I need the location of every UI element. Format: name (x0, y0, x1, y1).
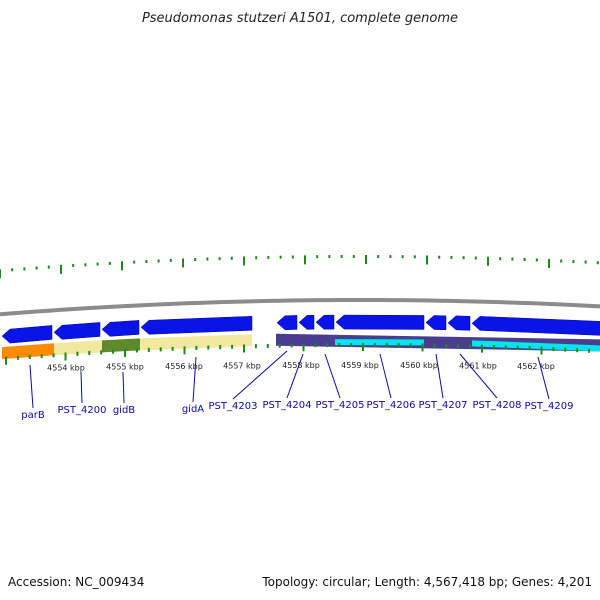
gc-skew-track (0, 255, 599, 279)
kbp-label: 4562 kbp (517, 362, 555, 371)
accession-text: Accession: NC_009434 (8, 575, 144, 589)
gene-label-parb[interactable]: parB (21, 410, 45, 421)
gene-label-gidb[interactable]: gidB (113, 405, 135, 416)
genome-backbone (0, 297, 600, 317)
gene-leader-line (459, 353, 498, 399)
gene-label-pst-4206[interactable]: PST_4206 (367, 400, 416, 411)
gene-label-pst-4204[interactable]: PST_4204 (263, 400, 312, 411)
kbp-label: 4560 kbp (400, 361, 438, 370)
gene-leader-line (324, 353, 341, 399)
cds-segment (140, 334, 252, 351)
gene-label-pst-4203[interactable]: PST_4203 (209, 401, 258, 412)
gene-label-pst-4205[interactable]: PST_4205 (316, 400, 365, 411)
kbp-label: 4561 kbp (459, 361, 497, 370)
kbp-label: 4555 kbp (106, 363, 144, 372)
gene-arrow[interactable] (53, 322, 101, 340)
cds-segment-cyan (335, 339, 424, 346)
gene-label-pst-4207[interactable]: PST_4207 (419, 400, 468, 411)
gene-arrow[interactable] (447, 315, 471, 331)
gene-leader-line (122, 371, 125, 404)
cds-segment-cyan (472, 340, 600, 352)
gene-arrow[interactable] (1, 325, 53, 344)
backbone-arc (0, 297, 600, 317)
cds-segment (2, 343, 54, 360)
gene-leader-line (435, 353, 444, 399)
kbp-label: 4554 kbp (47, 364, 85, 373)
gene-leader-line (29, 364, 34, 409)
map-title: Pseudomonas stutzeri A1501, complete gen… (142, 11, 458, 26)
kbp-label: 4559 kbp (341, 361, 379, 370)
gene-label-pst-4200[interactable]: PST_4200 (58, 405, 107, 416)
gene-leader-line (80, 371, 83, 404)
kbp-label: 4557 kbp (223, 361, 261, 370)
gene-arrow[interactable] (471, 316, 600, 336)
topology-summary: Topology: circular; Length: 4,567,418 bp… (261, 575, 592, 589)
cds-segment (102, 338, 140, 353)
gene-arrow[interactable] (335, 314, 425, 330)
cds-color-track (2, 333, 600, 360)
gene-label-gida[interactable]: gidA (182, 404, 204, 415)
gene-leader-line (232, 350, 288, 400)
gene-arrow[interactable] (315, 314, 335, 330)
gene-leader-line (379, 353, 392, 399)
kbp-scale: 4554 kbp 4555 kbp 4556 kbp 4557 kbp 4558 kbp… (5, 343, 591, 373)
gene-arrow[interactable] (425, 315, 447, 331)
kbp-label: 4556 kbp (165, 362, 203, 371)
gene-labels: parB PST_4200 gidB gidA PST_4203 PST_4204 PST_… (21, 350, 574, 421)
gene-arrow[interactable] (101, 320, 140, 337)
gene-label-pst-4209[interactable]: PST_4209 (525, 401, 574, 412)
gene-leader-line (537, 356, 550, 400)
gene-leader-line (192, 356, 197, 403)
gene-arrow[interactable] (140, 316, 253, 335)
gene-track (1, 314, 600, 344)
kbp-label: 4558 kbp (282, 361, 320, 370)
gene-arrow[interactable] (276, 315, 298, 331)
gene-leader-line (286, 353, 304, 399)
gene-arrow[interactable] (298, 314, 315, 330)
gene-label-pst-4208[interactable]: PST_4208 (473, 400, 522, 411)
